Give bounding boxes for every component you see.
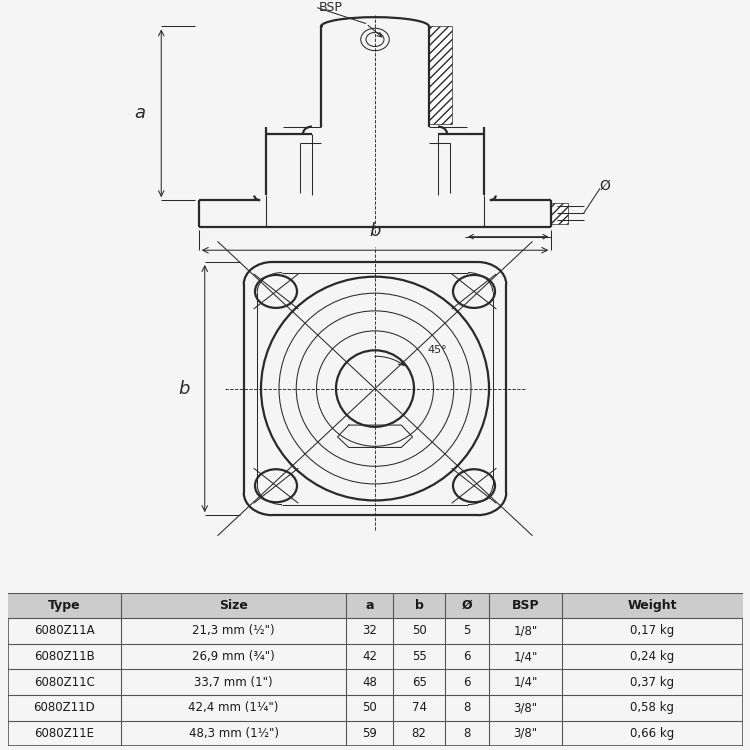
Text: 3/8": 3/8" — [514, 701, 538, 714]
Text: 33,7 mm (1"): 33,7 mm (1") — [194, 676, 273, 688]
Text: 6080Z11A: 6080Z11A — [34, 625, 94, 638]
Text: BSP: BSP — [319, 2, 343, 14]
Text: 6: 6 — [463, 650, 471, 663]
Text: 1/4": 1/4" — [514, 650, 538, 663]
Text: a: a — [135, 104, 146, 122]
Text: 6080Z11B: 6080Z11B — [34, 650, 94, 663]
Text: 6: 6 — [463, 676, 471, 688]
Text: 6080Z11D: 6080Z11D — [34, 701, 95, 714]
Text: 55: 55 — [412, 650, 427, 663]
Text: 0,17 kg: 0,17 kg — [630, 625, 674, 638]
Text: 1/4": 1/4" — [514, 676, 538, 688]
Text: 8: 8 — [464, 701, 470, 714]
Text: 32: 32 — [362, 625, 377, 638]
Text: 50: 50 — [412, 625, 427, 638]
Bar — [429, 26, 451, 124]
Bar — [551, 202, 568, 224]
Text: 48: 48 — [362, 676, 377, 688]
Text: 59: 59 — [362, 727, 377, 740]
Text: Ø: Ø — [461, 598, 472, 612]
Text: Weight: Weight — [628, 598, 677, 612]
Text: 74: 74 — [412, 701, 427, 714]
Text: 26,9 mm (¾"): 26,9 mm (¾") — [192, 650, 275, 663]
Text: 0,37 kg: 0,37 kg — [631, 676, 674, 688]
Text: 50: 50 — [362, 701, 376, 714]
Text: 0,58 kg: 0,58 kg — [631, 701, 674, 714]
Text: 65: 65 — [412, 676, 427, 688]
Text: 6080Z11E: 6080Z11E — [34, 727, 94, 740]
Text: b: b — [415, 598, 424, 612]
Text: Type: Type — [48, 598, 81, 612]
Text: 0,24 kg: 0,24 kg — [630, 650, 674, 663]
Text: 8: 8 — [464, 727, 470, 740]
Text: Ø: Ø — [600, 178, 610, 193]
Text: Size: Size — [219, 598, 248, 612]
Text: 45°: 45° — [427, 345, 447, 355]
Text: a: a — [365, 598, 374, 612]
Text: 21,3 mm (½"): 21,3 mm (½") — [192, 625, 274, 638]
Text: BSP: BSP — [512, 598, 539, 612]
Text: 48,3 mm (1½"): 48,3 mm (1½") — [188, 727, 278, 740]
Text: b: b — [178, 380, 190, 398]
Text: 0,66 kg: 0,66 kg — [630, 727, 674, 740]
Text: 5: 5 — [464, 625, 470, 638]
Text: 6080Z11C: 6080Z11C — [34, 676, 95, 688]
Bar — [8, 592, 742, 618]
Text: 82: 82 — [412, 727, 427, 740]
Text: 42,4 mm (1¼"): 42,4 mm (1¼") — [188, 701, 279, 714]
Text: 42: 42 — [362, 650, 377, 663]
Text: 1/8": 1/8" — [514, 625, 538, 638]
Text: 3/8": 3/8" — [514, 727, 538, 740]
Text: b: b — [369, 221, 381, 239]
